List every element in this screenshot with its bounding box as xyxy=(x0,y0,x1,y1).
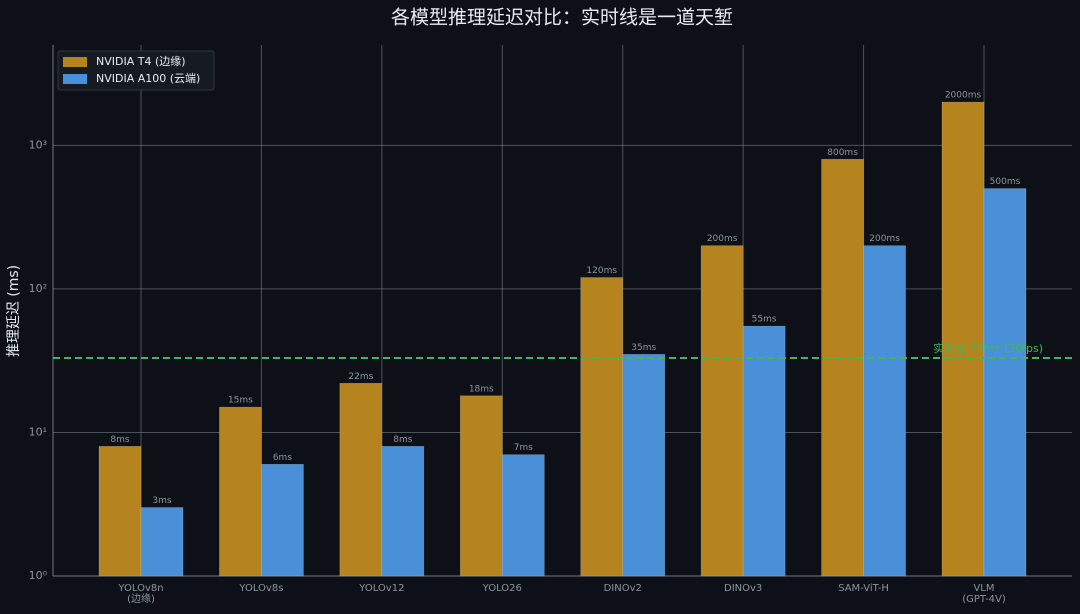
value-label: 120ms xyxy=(586,266,617,276)
bar xyxy=(863,245,906,577)
bar xyxy=(700,245,744,577)
value-label: 200ms xyxy=(707,234,738,244)
bar xyxy=(261,463,304,577)
value-label: 22ms xyxy=(348,372,373,382)
y-tick-label: 10¹ xyxy=(29,425,47,438)
y-tick-label: 10² xyxy=(29,282,47,295)
x-tick-label: VLM (GPT-4V) xyxy=(962,583,1006,605)
value-label: 500ms xyxy=(990,177,1021,187)
legend-swatch xyxy=(63,74,87,84)
bar xyxy=(98,446,142,577)
value-label: 7ms xyxy=(514,443,533,453)
bar xyxy=(219,406,262,577)
bar xyxy=(381,446,425,577)
legend-box xyxy=(57,50,215,91)
x-tick-label: YOLOv8s xyxy=(238,583,283,594)
value-label: 3ms xyxy=(152,496,171,506)
value-label: 15ms xyxy=(228,396,253,406)
bar xyxy=(742,325,786,577)
y-axis-label: 推理延迟 (ms) xyxy=(6,265,22,357)
bar xyxy=(941,101,985,577)
x-tick-label: DINOv3 xyxy=(724,583,762,594)
value-label: 55ms xyxy=(752,315,777,325)
x-tick-label: YOLOv12 xyxy=(358,583,404,594)
bar xyxy=(459,395,503,577)
bar xyxy=(983,188,1027,577)
bar xyxy=(580,277,624,577)
bar xyxy=(140,507,184,577)
x-tick-label: SAM-ViT-H xyxy=(838,583,889,594)
value-label: 6ms xyxy=(273,453,292,463)
value-label: 200ms xyxy=(869,234,900,244)
x-tick-label: YOLOv8n (边缘) xyxy=(117,583,163,605)
chart-title: 各模型推理延迟对比：实时线是一道天堑 xyxy=(391,7,733,29)
bar xyxy=(501,454,545,577)
value-label: 8ms xyxy=(110,435,129,445)
legend-swatch xyxy=(63,57,87,67)
legend-label: NVIDIA A100 (云端) xyxy=(96,72,200,85)
value-label: 35ms xyxy=(631,343,656,353)
legend-label: NVIDIA T4 (边缘) xyxy=(96,55,186,68)
value-label: 18ms xyxy=(469,384,494,394)
x-tick-label: YOLO26 xyxy=(482,583,522,594)
x-tick-label: DINOv2 xyxy=(604,583,642,594)
reference-label: 实时线 33ms (30fps) xyxy=(933,341,1043,355)
value-label: 8ms xyxy=(393,435,412,445)
bar xyxy=(821,158,864,577)
bar xyxy=(339,382,383,577)
bar xyxy=(622,354,666,577)
y-tick-label: 10⁰ xyxy=(29,569,48,582)
value-label: 2000ms xyxy=(945,91,982,101)
value-label: 800ms xyxy=(827,148,858,158)
y-tick-label: 10³ xyxy=(29,138,47,151)
